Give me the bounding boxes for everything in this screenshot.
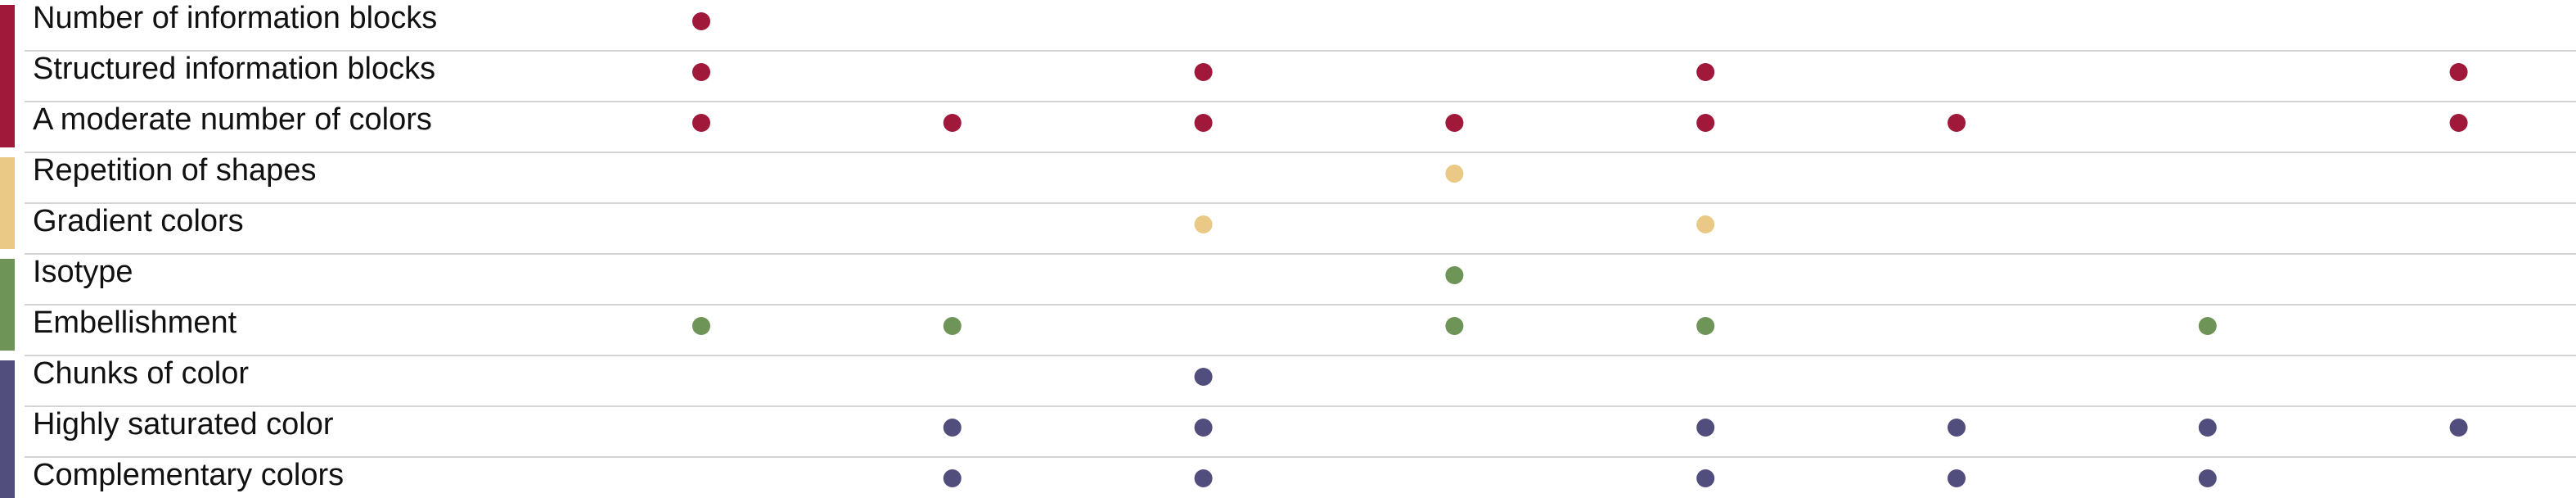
group-bar xyxy=(0,157,15,249)
chart-dot xyxy=(1948,469,1966,487)
chart-dot xyxy=(2449,63,2468,81)
chart-dot xyxy=(2198,317,2217,335)
row-label: Repetition of shapes xyxy=(33,153,316,188)
chart-dot xyxy=(1194,63,1213,81)
chart-dot xyxy=(1696,419,1715,437)
group-bars xyxy=(0,5,15,498)
chart-dot xyxy=(1445,165,1464,183)
row-label: Isotype xyxy=(33,255,133,289)
group-bar xyxy=(0,5,15,147)
chart-dot xyxy=(1194,469,1213,487)
chart-dot xyxy=(1445,266,1464,284)
row-label: Number of information blocks xyxy=(33,1,437,35)
chart-dot xyxy=(1948,114,1966,132)
row-labels: Number of information blocks Structured i… xyxy=(33,1,437,492)
row-label: Embellishment xyxy=(33,306,237,340)
chart-dot xyxy=(1948,419,1966,437)
chart-dot xyxy=(692,12,710,30)
chart-dot xyxy=(1696,63,1715,81)
row-separators xyxy=(25,50,2576,458)
chart-dot xyxy=(692,317,710,335)
chart-dot xyxy=(943,317,961,335)
row-label: Chunks of color xyxy=(33,356,249,391)
row-label: Structured information blocks xyxy=(33,52,435,86)
chart-dot xyxy=(1194,419,1213,437)
chart-dot xyxy=(2198,419,2217,437)
chart-dot xyxy=(1445,317,1464,335)
chart-dot xyxy=(1445,114,1464,132)
chart-dots xyxy=(692,12,2468,487)
chart-dot xyxy=(1696,317,1715,335)
chart-dot xyxy=(1194,215,1213,233)
chart-dot xyxy=(1194,368,1213,386)
group-bar xyxy=(0,360,15,498)
chart-dot xyxy=(2449,419,2468,437)
chart-dot xyxy=(2449,114,2468,132)
row-label: Complementary colors xyxy=(33,458,344,492)
row-label: Gradient colors xyxy=(33,204,244,238)
chart-dot xyxy=(943,419,961,437)
chart-dot xyxy=(2198,469,2217,487)
chart-dot xyxy=(1194,114,1213,132)
chart-dot xyxy=(943,114,961,132)
group-bar xyxy=(0,259,15,351)
chart-dot xyxy=(692,63,710,81)
chart-dot xyxy=(1696,215,1715,233)
row-label: Highly saturated color xyxy=(33,407,334,441)
chart-dot xyxy=(1696,114,1715,132)
chart-dot xyxy=(692,114,710,132)
chart-dot xyxy=(1696,469,1715,487)
chart-dot xyxy=(943,469,961,487)
row-label: A moderate number of colors xyxy=(33,102,432,137)
